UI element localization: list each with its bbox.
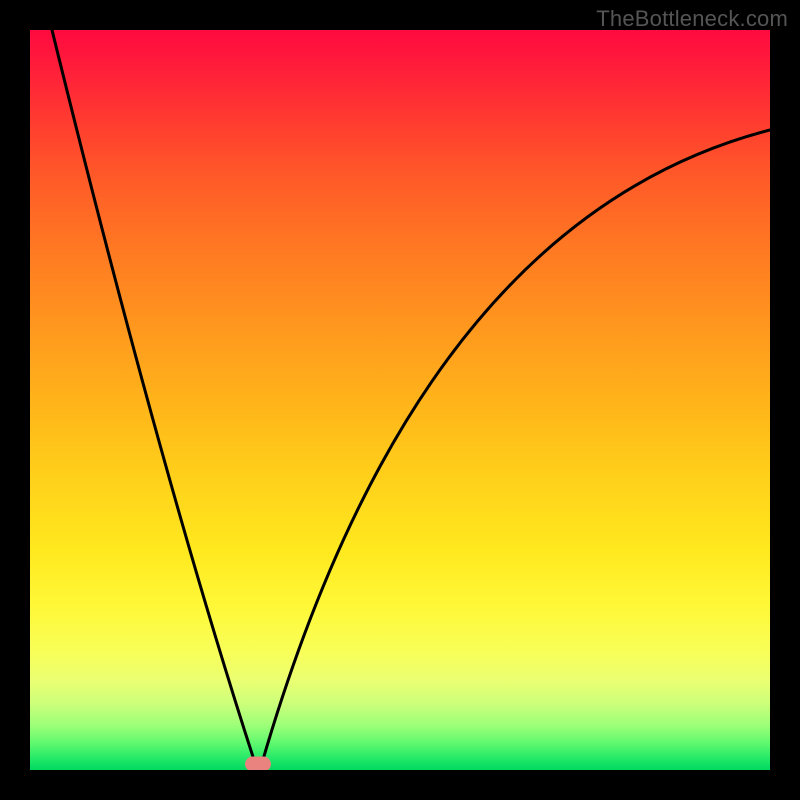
bottleneck-curve bbox=[30, 30, 770, 770]
watermark-text: TheBottleneck.com bbox=[596, 6, 788, 32]
plot-area bbox=[30, 30, 770, 770]
chart-container: TheBottleneck.com bbox=[0, 0, 800, 800]
optimum-marker bbox=[245, 757, 271, 771]
